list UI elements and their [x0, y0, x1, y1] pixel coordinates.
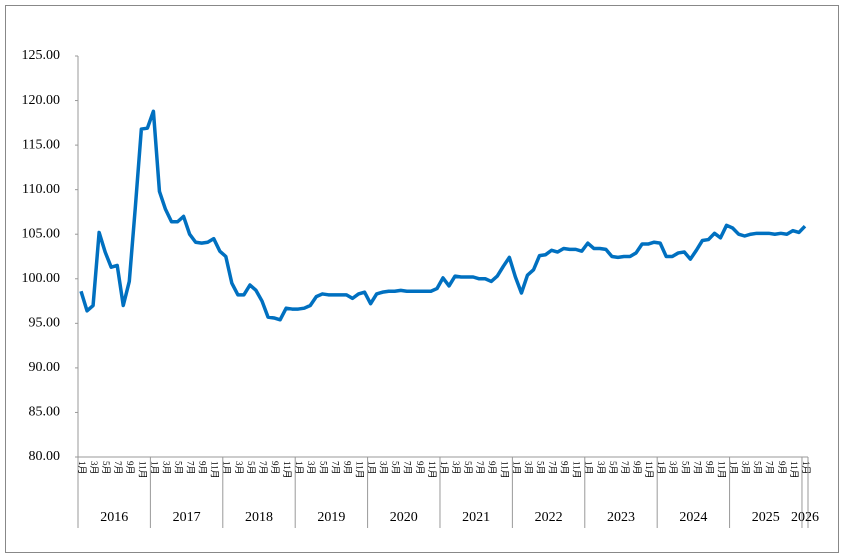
x-tick-label: 5月: [101, 461, 111, 475]
year-label: 2020: [390, 510, 418, 525]
y-tick-label: 105.00: [22, 226, 61, 241]
x-tick-label: 3月: [451, 461, 461, 475]
x-tick-label: 1月: [584, 461, 594, 475]
x-tick-label: 11月: [644, 461, 654, 479]
year-label: 2022: [535, 510, 563, 525]
x-tick-label: 7月: [186, 461, 196, 475]
x-tick-label: 11月: [789, 461, 799, 479]
year-label: 2018: [245, 510, 273, 525]
x-tick-label: 1月: [367, 461, 377, 475]
x-tick-label: 9月: [270, 461, 280, 475]
x-tick-label: 9月: [777, 461, 787, 475]
y-tick-label: 85.00: [29, 405, 61, 420]
x-tick-label: 5月: [680, 461, 690, 475]
data-line: [79, 109, 807, 322]
x-tick-label: 11月: [716, 461, 726, 479]
year-label: 2026: [791, 510, 819, 525]
x-tick-label: 11月: [210, 461, 220, 479]
x-tick-label: 9月: [487, 461, 497, 475]
x-tick-label: 5月: [246, 461, 256, 475]
y-tick-label: 90.00: [29, 360, 61, 375]
x-tick-label: 1月: [149, 461, 159, 475]
x-tick-label: 1月: [222, 461, 232, 475]
x-tick-label: 3月: [234, 461, 244, 475]
x-tick-label: 7月: [620, 461, 630, 475]
x-tick-label: 1月: [729, 461, 739, 475]
x-tick-label: 11月: [499, 461, 509, 479]
x-tick-label: 9月: [342, 461, 352, 475]
year-label: 2017: [173, 510, 201, 525]
x-tick-label: 7月: [765, 461, 775, 475]
x-tick-label: 5月: [173, 461, 183, 475]
y-tick-label: 110.00: [22, 182, 60, 197]
x-tick-label: 3月: [161, 461, 171, 475]
x-tick-label: 5月: [608, 461, 618, 475]
x-tick-label: 3月: [306, 461, 316, 475]
x-tick-label: 1月: [511, 461, 521, 475]
y-tick-label: 100.00: [22, 271, 61, 286]
x-tick-label: 7月: [692, 461, 702, 475]
x-tick-label: 3月: [668, 461, 678, 475]
x-tick-label: 5月: [535, 461, 545, 475]
x-tick-label: 11月: [137, 461, 147, 479]
x-tick-label: 7月: [113, 461, 123, 475]
x-tick-label: 7月: [548, 461, 558, 475]
x-tick-label: 3月: [741, 461, 751, 475]
y-tick-label: 80.00: [29, 449, 61, 464]
year-label: 2016: [100, 510, 128, 525]
x-tick-label: 9月: [198, 461, 208, 475]
x-tick-label: 9月: [704, 461, 714, 475]
x-tick-label: 11月: [282, 461, 292, 479]
x-tick-label: 11月: [427, 461, 437, 479]
x-tick-label: 7月: [403, 461, 413, 475]
x-tick-label: 7月: [258, 461, 268, 475]
x-tick-label: 9月: [125, 461, 135, 475]
x-tick-label: 3月: [379, 461, 389, 475]
x-tick-label: 11月: [572, 461, 582, 479]
x-tick-label: 11月: [354, 461, 364, 479]
year-label: 2021: [462, 510, 490, 525]
chart-border: [5, 5, 839, 553]
x-tick-label: 7月: [330, 461, 340, 475]
year-label: 2024: [679, 510, 707, 525]
year-label: 2025: [752, 510, 780, 525]
x-tick-label: 7月: [475, 461, 485, 475]
y-tick-label: 125.00: [22, 48, 61, 63]
x-tick-label: 1月: [77, 461, 87, 475]
x-tick-label: 5月: [391, 461, 401, 475]
x-tick-label: 1月: [801, 461, 811, 475]
x-tick-label: 1月: [439, 461, 449, 475]
x-tick-label: 1月: [656, 461, 666, 475]
x-tick-label: 9月: [632, 461, 642, 475]
x-tick-label: 9月: [560, 461, 570, 475]
x-tick-label: 3月: [523, 461, 533, 475]
year-label: 2023: [607, 510, 635, 525]
x-tick-label: 5月: [318, 461, 328, 475]
x-tick-label: 1月: [294, 461, 304, 475]
y-tick-label: 115.00: [22, 137, 60, 152]
x-tick-label: 5月: [463, 461, 473, 475]
x-tick-label: 9月: [415, 461, 425, 475]
x-tick-label: 5月: [753, 461, 763, 475]
x-tick-label: 3月: [89, 461, 99, 475]
x-tick-label: 3月: [596, 461, 606, 475]
year-label: 2019: [317, 510, 345, 525]
y-tick-label: 95.00: [29, 316, 61, 331]
y-tick-label: 120.00: [22, 93, 61, 108]
